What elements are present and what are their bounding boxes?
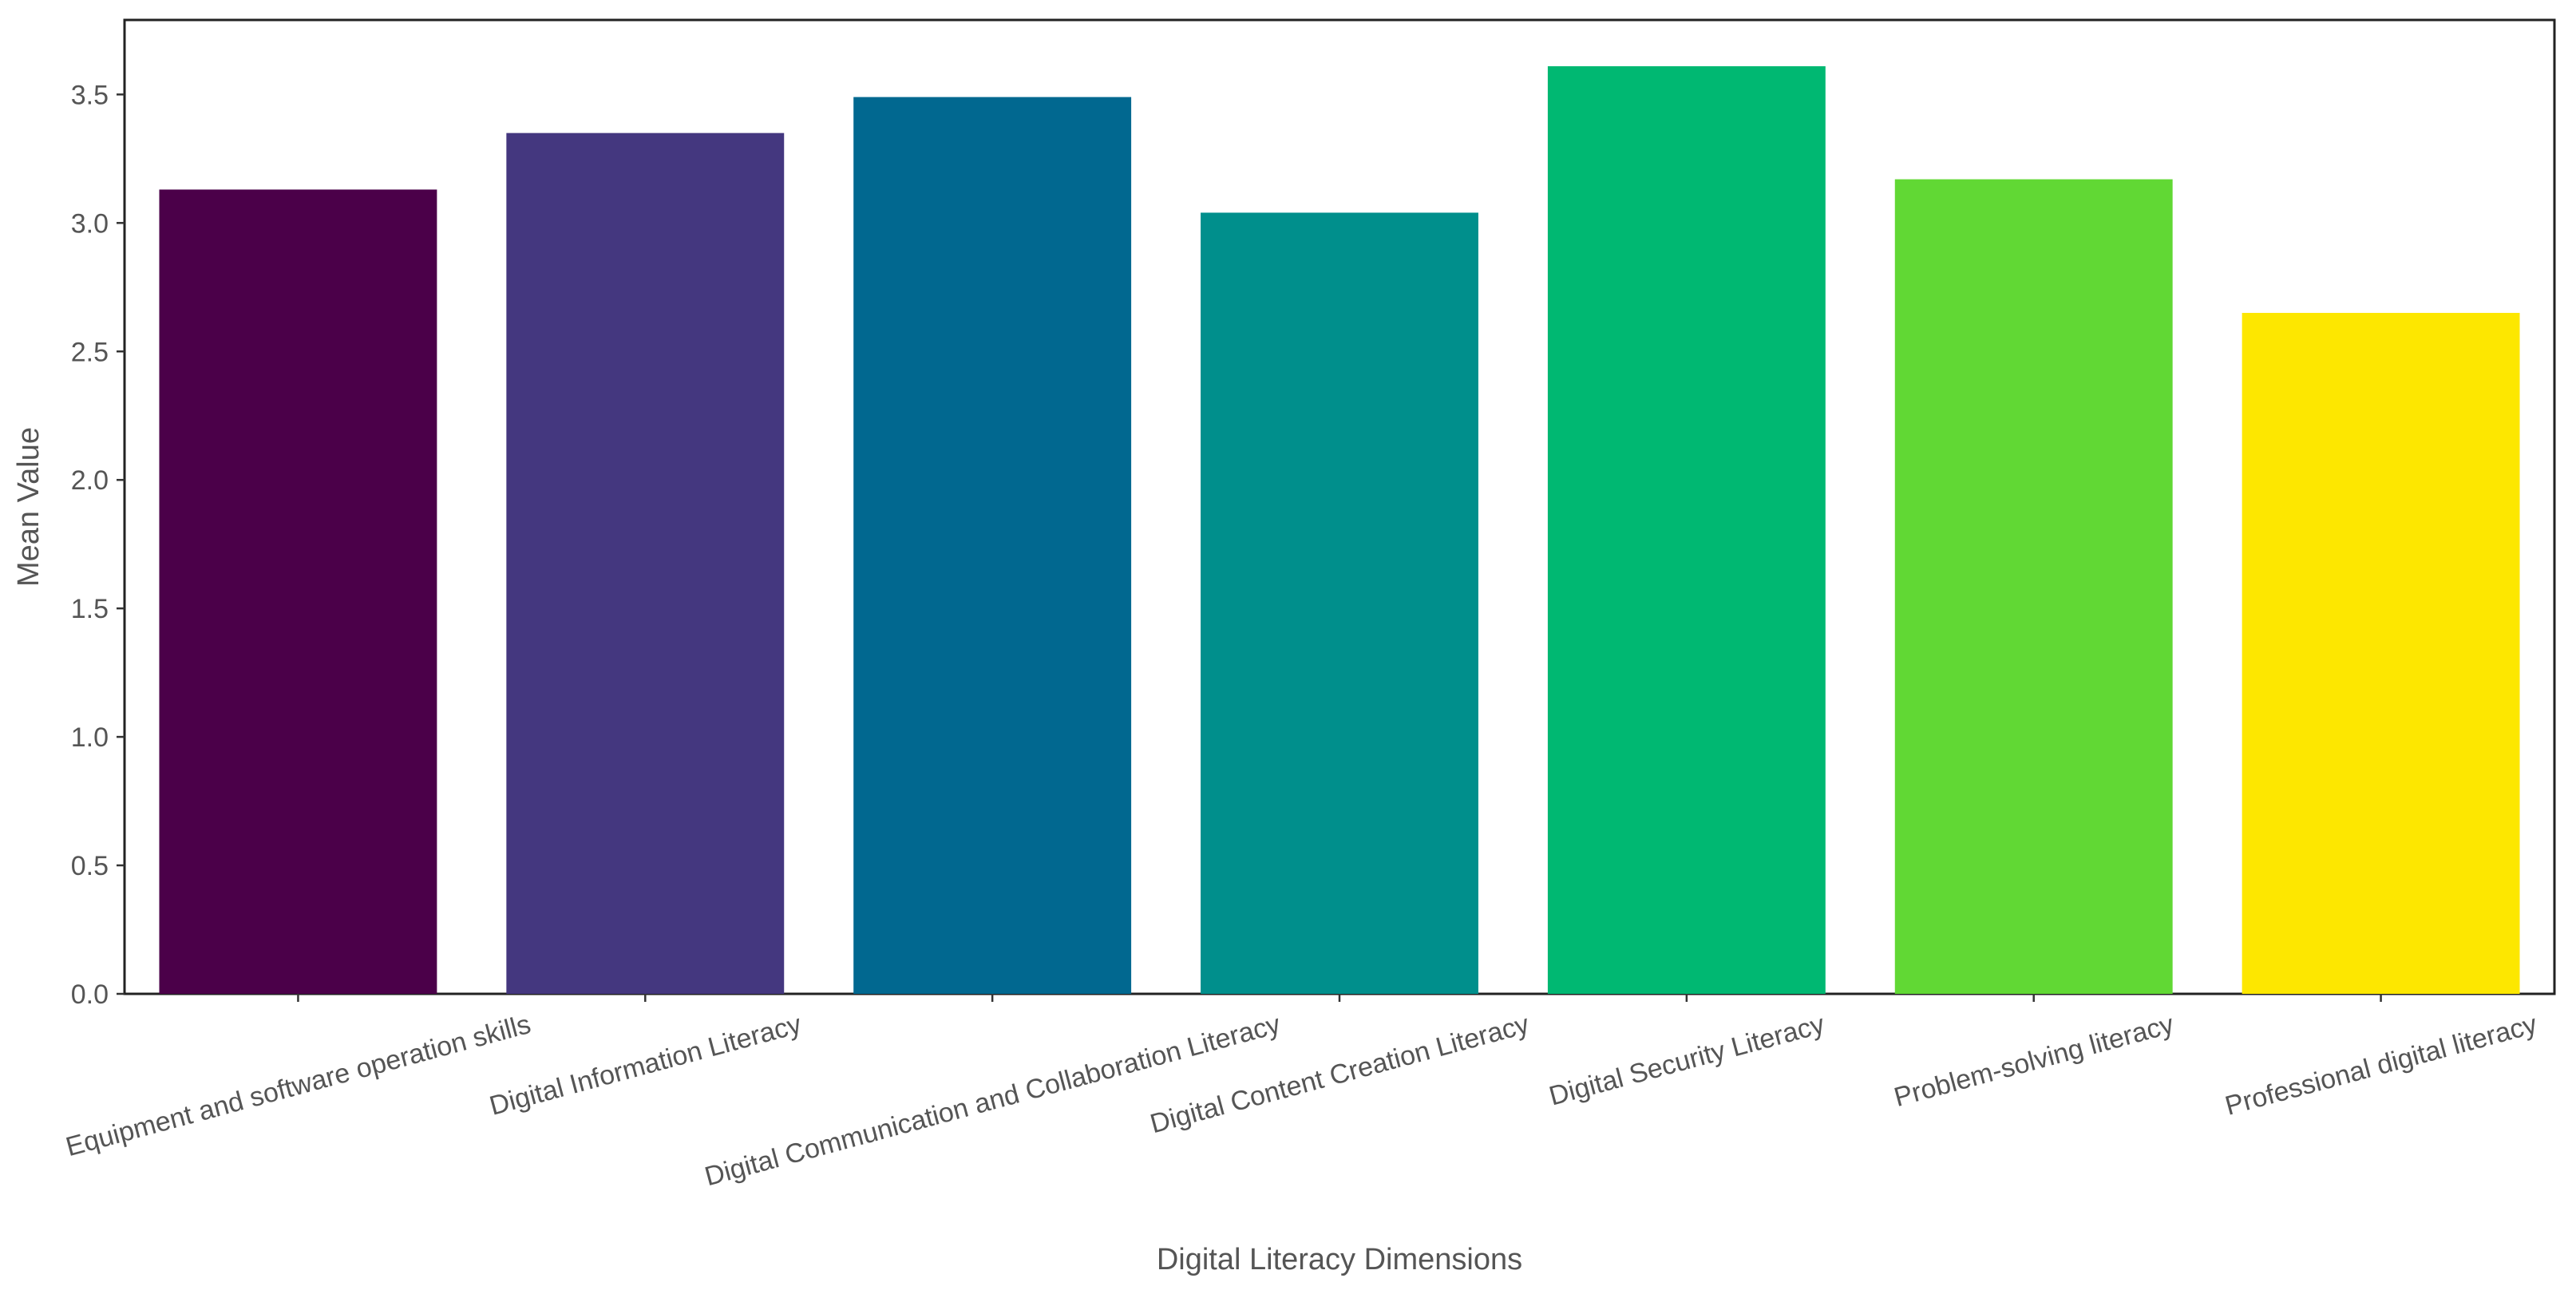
y-tick-label: 3.0 (71, 208, 109, 239)
bar (506, 133, 785, 995)
y-tick-label: 2.0 (71, 465, 109, 496)
bar (159, 189, 437, 994)
x-axis-label: Digital Literacy Dimensions (1157, 1243, 1522, 1276)
y-tick-label: 1.5 (71, 594, 109, 624)
y-tick-label: 3.5 (71, 80, 109, 110)
x-tick-label: Problem-solving literacy (1891, 1009, 2177, 1113)
y-axis-label: Mean Value (12, 427, 46, 587)
x-tick-label: Equipment and software operation skills (62, 1009, 533, 1162)
x-tick-label: Digital Information Literacy (486, 1009, 805, 1122)
bar (853, 97, 1132, 994)
bar (1201, 212, 1478, 994)
bar (2242, 312, 2520, 994)
bar (1894, 179, 2173, 995)
y-tick-label: 2.5 (71, 337, 109, 367)
bar (1547, 65, 1826, 995)
y-tick-label: 0.0 (71, 979, 109, 1010)
x-tick-label: Professional digital literacy (2222, 1009, 2540, 1122)
y-tick-label: 0.5 (71, 851, 109, 881)
x-tick-label: Digital Security Literacy (1546, 1009, 1828, 1112)
y-tick-label: 1.0 (71, 722, 109, 753)
